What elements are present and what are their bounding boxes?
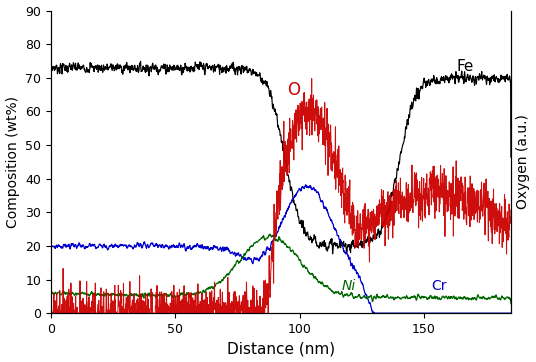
Text: O: O [287, 81, 300, 98]
Y-axis label: Oxygen (a.u.): Oxygen (a.u.) [517, 114, 531, 209]
X-axis label: Distance (nm): Distance (nm) [227, 341, 335, 357]
Text: Fe: Fe [456, 59, 473, 74]
Y-axis label: Composition (wt%): Composition (wt%) [5, 96, 19, 228]
Text: Cr: Cr [431, 279, 447, 292]
Text: Ni: Ni [342, 279, 356, 292]
